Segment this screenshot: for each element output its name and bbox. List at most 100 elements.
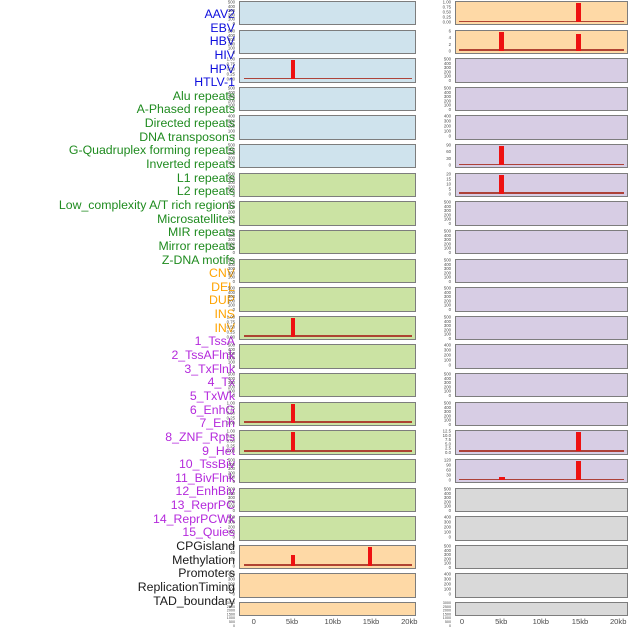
track-label: 11_BivFlnk — [175, 470, 235, 485]
y-tick-label: 400 — [228, 3, 236, 9]
y-tick-label: 200 — [228, 41, 236, 46]
y-tick-label: 60 — [445, 467, 451, 473]
x-tick-label: 10kb — [324, 617, 341, 626]
y-tick-label: 2 — [448, 41, 451, 47]
track-label: MIR repeats — [168, 225, 235, 240]
y-tick-label: 200 — [443, 352, 451, 358]
track-label: 1_TssA — [194, 334, 235, 349]
x-tick-label: 5kb — [495, 617, 508, 626]
y-tick-label: 0 — [232, 507, 236, 513]
track-panel: 400 300 200 100 0 — [443, 114, 628, 140]
y-tick-label: 400 — [228, 113, 236, 119]
y-tick-label: 0.50 — [226, 324, 236, 330]
y-axis-ticks: 500 400 300 200 100 0 — [220, 457, 236, 484]
y-tick-label: 0 — [448, 591, 451, 597]
panel-grid-right: 1.00 0.75 0.50 0.25 0.00 6 4 2 0 500 400 300 200 100 0… — [442, 0, 628, 630]
track-label: ReplicationTiming — [137, 579, 235, 594]
y-axis-ticks: 500 400 300 200 100 0 — [220, 172, 236, 198]
y-tick-label: 20 — [230, 556, 236, 562]
y-axis-ticks: 500 400 300 200 100 0 — [220, 372, 236, 399]
track-panel: 60 40 20 0 — [231, 544, 417, 570]
y-tick-label: 400 — [228, 347, 236, 353]
y-tick-label: 100 — [443, 245, 451, 251]
y-tick-label: 0 — [233, 623, 236, 628]
track-panel: 500 400 300 200 100 0 — [443, 401, 628, 426]
y-tick-label: 0 — [232, 249, 236, 255]
y-axis-ticks: 60 40 20 0 — [220, 544, 236, 568]
y-tick-label: 60 — [445, 149, 451, 155]
y-tick-label: 500 — [228, 342, 236, 348]
track-panel: 90 60 30 0 — [446, 143, 628, 169]
y-tick-label: 200 — [228, 269, 236, 275]
y-tick-label: 400 — [443, 204, 451, 210]
y-tick-label: 400 — [228, 261, 236, 267]
y-tick-label: 0 — [232, 393, 236, 399]
y-axis-ticks: 500 400 300 200 100 0 — [436, 401, 451, 427]
track-panel: 500 400 300 200 100 0 — [228, 229, 417, 254]
y-tick-label: 100 — [443, 302, 451, 308]
track-label: 10_TssBiv — [178, 457, 235, 472]
y-tick-label: 400 — [443, 113, 451, 119]
track-panel: 500 400 300 200 100 0 — [443, 57, 628, 83]
y-tick-label: 300 — [443, 65, 451, 71]
y-tick-label: 200 — [443, 498, 451, 504]
y-tick-label: 400 — [228, 289, 236, 295]
y-tick-label: 500 — [443, 228, 451, 234]
y-tick-label: 100 — [443, 358, 451, 364]
y-tick-label: 1.00 — [226, 428, 236, 434]
y-tick-label: 500 — [228, 457, 236, 463]
y-axis-ticks: 500 400 300 200 100 0 — [436, 371, 451, 399]
y-tick-label: 200 — [228, 12, 236, 18]
track-panel: 500 400 300 200 100 0 — [228, 143, 417, 169]
y-tick-label: 300 — [228, 179, 236, 185]
y-tick-label: 300 — [228, 204, 236, 210]
y-tick-label: 200 — [228, 298, 236, 304]
y-tick-label: 200 — [228, 470, 236, 476]
y-tick-label: 0 — [448, 507, 451, 513]
track-panel: 500 400 300 200 100 0 — [228, 0, 417, 26]
y-tick-label: 0 — [448, 393, 451, 399]
y-tick-label: 200 — [228, 155, 236, 161]
y-axis-ticks: 500 400 300 200 100 0 — [436, 286, 451, 312]
y-tick-label: 100 — [228, 274, 236, 280]
y-tick-label: 500 — [228, 0, 236, 5]
y-tick-label: 300 — [228, 494, 236, 500]
y-tick-label: 0.25 — [226, 329, 236, 335]
y-tick-label: 0 — [232, 20, 236, 26]
y-tick-label: 400 — [443, 289, 451, 295]
y-axis-ticks: 500 400 300 200 100 0 — [436, 258, 451, 284]
y-tick-label: 0 — [448, 477, 451, 483]
track-label: HIV — [214, 47, 236, 62]
y-tick-label: 200 — [443, 327, 451, 333]
y-tick-label: 200 — [443, 413, 451, 419]
y-axis-ticks: 400 300 200 100 0 — [436, 113, 451, 140]
y-tick-label: 100 — [228, 302, 236, 308]
y-tick-label: 10 — [445, 181, 451, 187]
y-tick-label: 300 — [443, 265, 451, 271]
panel-grid-left: 500 400 300 200 100 0 500 400 300 200 100 0 1.00 0.75… — [227, 0, 417, 630]
y-tick-label: 0.50 — [226, 66, 236, 72]
track-panel: 400 300 200 100 0 — [228, 515, 417, 541]
y-axis-ticks: 1.00 0.75 0.50 0.25 0.00 — [220, 315, 235, 339]
y-tick-label: 0.75 — [226, 319, 236, 325]
y-tick-label: 200 — [443, 556, 451, 562]
y-tick-label: 100 — [443, 129, 451, 135]
signal-spike — [576, 34, 581, 51]
x-tick-label: 10kb — [532, 617, 550, 626]
track-panel: 500 400 300 200 100 0 — [443, 86, 628, 111]
y-tick-label: 1.00 — [442, 0, 451, 5]
y-tick-label: 500 — [443, 371, 451, 377]
y-axis-ticks: 20 15 10 5 0 — [436, 172, 451, 196]
y-tick-label: 2500 — [442, 604, 451, 609]
track-label: L2 repeats — [176, 184, 235, 199]
y-tick-label: 0 — [448, 134, 451, 140]
y-tick-label: 100 — [443, 73, 451, 79]
y-tick-label: 100 — [443, 529, 451, 535]
track-panel: 1.00 0.75 0.50 0.25 0.00 — [227, 57, 417, 83]
y-tick-label: 4 — [448, 34, 451, 40]
y-axis-ticks: 400 300 200 100 0 — [220, 200, 235, 224]
y-tick-label: 300 — [443, 237, 451, 243]
y-tick-label: 100 — [228, 586, 236, 592]
y-tick-label: 1500 — [227, 611, 236, 617]
